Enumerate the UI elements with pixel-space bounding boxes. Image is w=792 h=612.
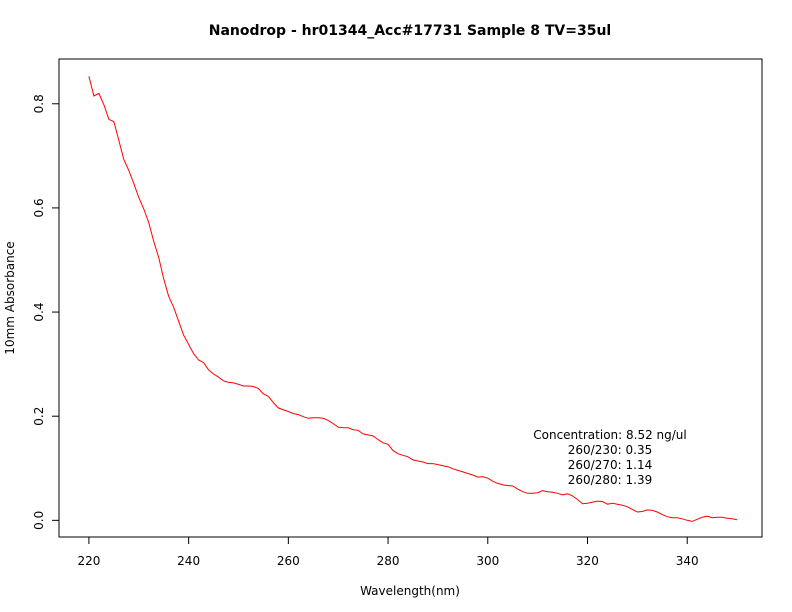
absorbance-series-line <box>88 76 738 522</box>
x-tick-label-320: 320 <box>576 554 599 568</box>
x-axis: 220 240 260 280 300 320 340 <box>77 537 699 568</box>
plot-frame <box>58 58 763 538</box>
annotation-line: 260/280: 1.39 <box>568 473 652 487</box>
x-tick-label-340: 340 <box>676 554 699 568</box>
chart-title: Nanodrop - hr01344_Acc#17731 Sample 8 TV… <box>209 23 611 39</box>
annotation-line: Concentration: 8.52 ng/ul <box>533 428 687 442</box>
x-axis-label: Wavelength(nm) <box>360 584 460 598</box>
y-tick-label-0.0: 0.0 <box>32 511 46 530</box>
y-tick-label-0.4: 0.4 <box>32 303 46 322</box>
y-tick-label-0.8: 0.8 <box>32 94 46 113</box>
x-tick-label-300: 300 <box>476 554 499 568</box>
y-tick-label-0.6: 0.6 <box>32 198 46 217</box>
x-tick-label-220: 220 <box>77 554 100 568</box>
y-tick-label-0.2: 0.2 <box>32 407 46 426</box>
y-axis: 0.0 0.2 0.4 0.6 0.8 <box>32 94 59 530</box>
x-tick-label-280: 280 <box>377 554 400 568</box>
x-tick-label-260: 260 <box>277 554 300 568</box>
y-axis-label: 10mm Absorbance <box>3 241 17 354</box>
annotation-line: 260/230: 0.35 <box>568 443 652 457</box>
x-tick-label-240: 240 <box>177 554 200 568</box>
annotation-line: 260/270: 1.14 <box>568 458 652 472</box>
